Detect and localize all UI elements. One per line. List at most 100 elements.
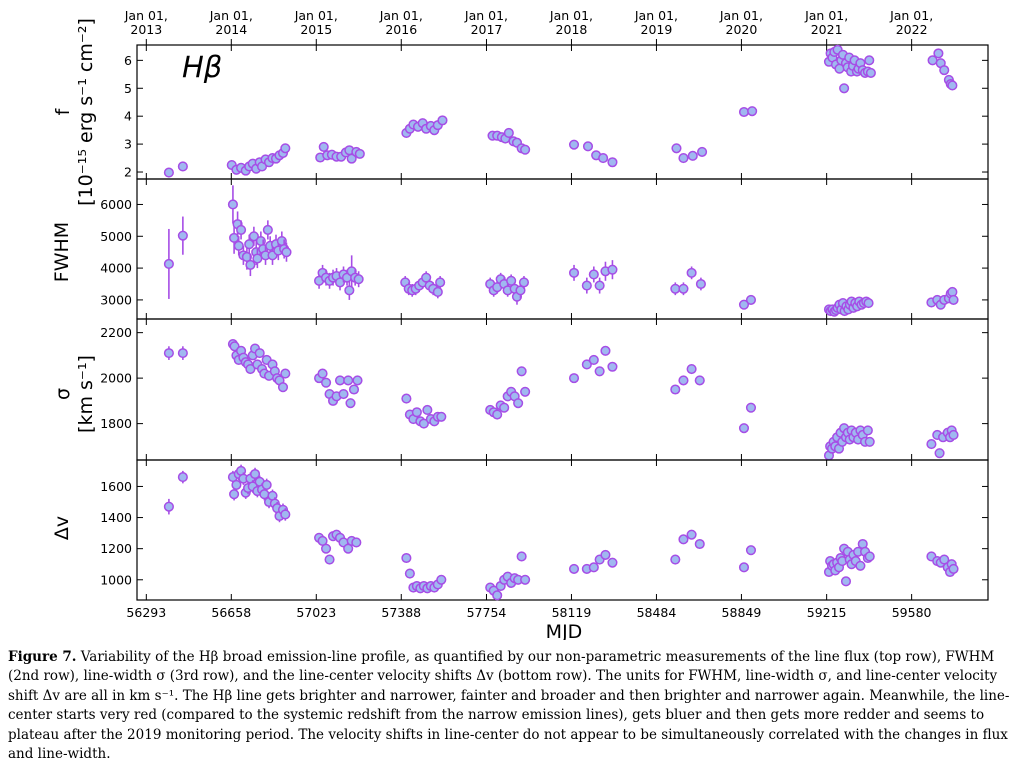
y-tick-label: 1600 <box>100 479 132 494</box>
top-axis-year: 2016 <box>385 22 417 37</box>
panel-fwhm: 3000 4000 5000 6000 <box>100 178 989 320</box>
y-tick-label: 4 <box>124 109 132 124</box>
figure-caption: Figure 7. Variability of the Hβ broad em… <box>8 648 1028 764</box>
top-axis-label: Jan 01, <box>549 8 593 23</box>
data-point <box>437 115 448 126</box>
top-axis-label: Jan 01, <box>889 8 933 23</box>
top-axis-label: Jan 01, <box>804 8 848 23</box>
data-point <box>516 366 527 377</box>
data-point <box>568 139 580 150</box>
data-point <box>281 247 292 258</box>
data-point <box>855 560 866 571</box>
data-point <box>600 345 611 356</box>
top-axis-label: Jan 01, <box>719 8 763 23</box>
data-point <box>436 574 447 585</box>
x-tick-label: 57023 <box>296 605 336 620</box>
data-point <box>241 251 252 263</box>
data-point <box>252 253 263 264</box>
data-point <box>436 411 447 422</box>
top-axis-year: 2021 <box>811 22 843 37</box>
data-point <box>499 402 510 413</box>
data-point <box>670 384 681 395</box>
data-point <box>686 363 697 375</box>
panel-dv: 1000 1200 1400 1600 <box>100 459 989 601</box>
data-point <box>745 545 757 556</box>
top-axis-label: Jan 01, <box>379 8 423 23</box>
data-point <box>948 429 959 441</box>
x-tick-label: 58849 <box>722 605 762 620</box>
data-point <box>600 549 611 560</box>
data-point <box>334 277 346 288</box>
data-point <box>670 554 681 565</box>
data-point <box>568 373 580 384</box>
data-point <box>568 267 580 278</box>
data-point <box>864 55 875 66</box>
x-tick-label: 57388 <box>381 605 421 620</box>
data-point <box>352 375 363 386</box>
data-point <box>401 552 412 564</box>
data-point <box>435 277 446 288</box>
data-point <box>515 285 526 296</box>
data-point <box>343 375 354 386</box>
data-point <box>947 286 958 298</box>
data-point <box>245 259 256 270</box>
data-point <box>421 272 432 283</box>
data-point <box>607 557 618 568</box>
top-axis-year: 2018 <box>556 22 588 37</box>
data-point <box>947 80 958 91</box>
data-point <box>411 407 422 418</box>
data-point <box>678 283 689 294</box>
data-point <box>353 274 364 285</box>
data-point <box>321 543 332 554</box>
x-tick-label: 57754 <box>467 605 507 620</box>
y-tick-label: 4000 <box>100 261 132 276</box>
data-point <box>582 141 594 152</box>
data-point <box>864 436 875 447</box>
data-point <box>177 230 188 241</box>
data-point <box>686 267 697 278</box>
data-point <box>598 153 609 164</box>
data-point <box>933 48 944 59</box>
panels: 2 3 4 5 6 3000 4000 5000 6000 1800 2000 2200 1000 120… <box>100 44 989 601</box>
top-axis-label: Jan 01, <box>124 8 168 23</box>
top-axis-label: Jan 01, <box>634 8 678 23</box>
y-labels: f [10⁻¹⁵ erg s⁻¹ cm⁻²] FWHM σ [km s⁻¹] Δ… <box>51 18 97 540</box>
bottom-mjd-axis: 56293 56658 57023 57388 57754 58119 58484 58849… <box>126 605 931 620</box>
x-tick-label: 59215 <box>807 605 847 620</box>
top-axis-year: 2022 <box>896 22 928 37</box>
data-point <box>939 65 950 76</box>
data-point <box>280 509 291 520</box>
ylabel-dv: Δv <box>51 516 73 540</box>
data-point <box>588 269 599 280</box>
caption-label: Figure 7. <box>8 649 77 665</box>
data-point <box>321 377 332 388</box>
y-tick-label: 6000 <box>100 197 132 212</box>
data-point <box>492 409 503 420</box>
data-point <box>404 568 415 579</box>
caption-text: Variability of the Hβ broad emission-lin… <box>8 649 1010 763</box>
data-point <box>177 348 188 359</box>
data-point <box>745 402 757 413</box>
data-point <box>687 150 698 161</box>
data-point <box>934 448 945 459</box>
data-point <box>607 264 618 275</box>
data-point <box>694 375 705 386</box>
x-axis-label: MJD <box>546 621 583 640</box>
y-tick-label: 2000 <box>100 371 132 386</box>
x-tick-label: 59580 <box>892 605 932 620</box>
data-point <box>581 280 592 291</box>
y-tick-label: 2200 <box>100 325 132 340</box>
y-tick-label: 6 <box>124 53 132 68</box>
panel-flux: 2 3 4 5 6 <box>124 44 989 180</box>
data-point <box>948 563 959 574</box>
data-point <box>317 368 328 379</box>
data-point <box>513 398 524 409</box>
data-point <box>863 298 874 309</box>
data-point <box>862 425 873 436</box>
data-point <box>280 143 291 154</box>
y-tick-label: 1200 <box>100 541 132 556</box>
data-point <box>738 423 750 434</box>
top-axis-year: 2017 <box>471 22 503 37</box>
